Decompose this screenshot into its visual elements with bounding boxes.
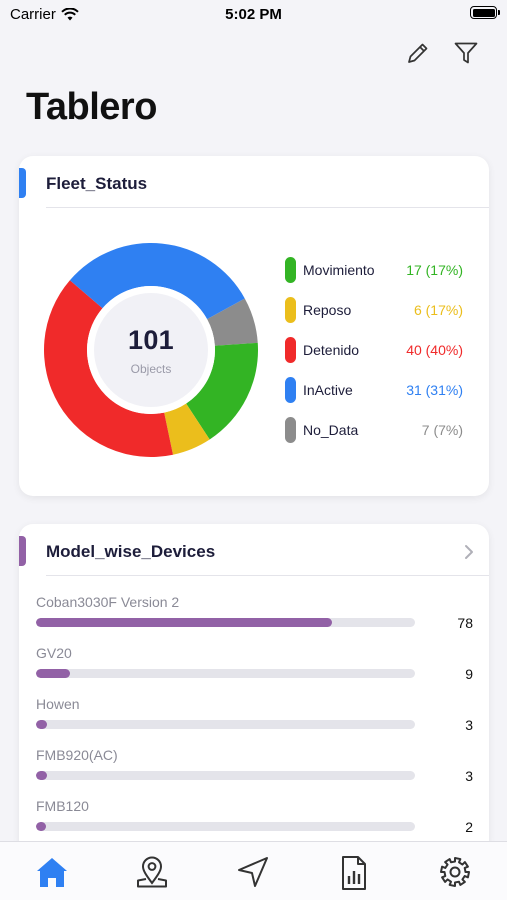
legend-color-swatch [285, 337, 296, 363]
device-name: Howen [36, 696, 80, 712]
device-name: Coban3030F Version 2 [36, 594, 180, 610]
device-progress-fill [36, 669, 71, 678]
legend-item-inactive[interactable]: InActive 31 (31%) [285, 376, 475, 416]
edit-button[interactable] [403, 38, 433, 68]
legend-color-swatch [285, 417, 296, 443]
legend-value: 17 (17%) [406, 262, 463, 278]
donut-segment-inactive[interactable] [69, 243, 245, 320]
donut-segment-no-data[interactable] [207, 298, 258, 346]
divider [46, 575, 489, 576]
status-bar: Carrier 5:02 PM [0, 0, 507, 30]
donut-center: 101 Objects [44, 243, 258, 457]
donut-segment-movimiento[interactable] [186, 342, 258, 440]
model-wise-devices-title: Model_wise_Devices [46, 542, 216, 561]
device-count: 3 [465, 768, 473, 784]
tab-home[interactable] [32, 855, 72, 895]
report-icon [342, 856, 366, 890]
legend-item-reposo[interactable]: Reposo 6 (17%) [285, 296, 475, 336]
tab-bar [0, 841, 507, 900]
device-row[interactable]: Howen 3 [36, 696, 482, 747]
filter-button[interactable] [451, 38, 481, 68]
battery-icon [470, 6, 500, 19]
device-name: FMB920(AC) [36, 747, 118, 763]
fleet-status-accent [19, 168, 26, 198]
navigation-arrow-icon [238, 857, 268, 887]
legend-item-movimiento[interactable]: Movimiento 17 (17%) [285, 256, 475, 296]
device-row[interactable]: FMB920(AC) 3 [36, 747, 482, 798]
fleet-status-header: Fleet_Status [19, 156, 489, 208]
device-progress-track [36, 822, 415, 831]
fleet-status-card[interactable]: Fleet_Status 101 Objects Movimiento 17 (1… [19, 156, 489, 496]
donut-center-disc [94, 293, 208, 407]
device-progress-track [36, 720, 415, 729]
legend-value: 6 (17%) [413, 302, 463, 318]
legend-color-swatch [285, 297, 296, 323]
page-title: Tablero [26, 86, 157, 128]
tab-settings[interactable] [435, 855, 475, 895]
legend-value: 7 (7%) [421, 422, 463, 438]
device-row[interactable]: Coban3030F Version 2 78 [36, 594, 482, 645]
legend-label: InActive [303, 382, 353, 398]
fleet-status-title: Fleet_Status [46, 174, 148, 193]
legend-label: Movimiento [303, 262, 375, 278]
legend-color-swatch [285, 257, 296, 283]
device-name: FMB120 [36, 798, 89, 814]
tab-navigation[interactable] [233, 855, 273, 895]
pencil-icon [408, 43, 428, 63]
legend-label: Reposo [303, 302, 352, 318]
carrier-info: Carrier [10, 6, 79, 23]
tab-reports[interactable] [334, 855, 374, 895]
tab-map[interactable] [132, 855, 172, 895]
device-progress-track [36, 771, 415, 780]
legend-label: Detenido [303, 342, 360, 358]
device-list: Coban3030F Version 2 78 GV20 9 Howen 3 FMB920(… [36, 594, 482, 849]
carrier-label: Carrier [10, 6, 56, 23]
total-objects: 101 [128, 324, 174, 355]
donut-segment-reposo[interactable] [164, 403, 210, 455]
device-count: 2 [465, 819, 473, 835]
model-wise-devices-card[interactable]: Model_wise_Devices Coban3030F Version 2 7… [19, 524, 489, 854]
home-icon [37, 858, 67, 887]
model-wise-devices-accent [19, 536, 26, 566]
total-caption: Objects [130, 361, 172, 376]
fleet-status-donut[interactable] [44, 243, 258, 457]
device-name: GV20 [36, 645, 72, 661]
legend-value: 40 (40%) [406, 342, 463, 358]
legend-value: 31 (31%) [406, 382, 463, 398]
clock: 5:02 PM [225, 6, 282, 23]
device-progress-fill [36, 720, 48, 729]
divider [46, 207, 489, 208]
gear-icon [440, 857, 470, 887]
device-row[interactable]: FMB120 2 [36, 798, 482, 849]
wifi-icon [61, 8, 79, 21]
map-pin-icon [137, 856, 167, 888]
donut-segment-detenido[interactable] [44, 280, 174, 457]
device-progress-fill [36, 618, 332, 627]
device-count: 9 [465, 666, 473, 682]
device-count: 78 [457, 615, 473, 631]
header-actions [403, 38, 481, 68]
chevron-right-icon[interactable] [463, 544, 475, 560]
legend-item-no-data[interactable]: No_Data 7 (7%) [285, 416, 475, 456]
device-progress-fill [36, 822, 46, 831]
legend-label: No_Data [303, 422, 359, 438]
device-progress-track [36, 669, 415, 678]
filter-icon [454, 42, 478, 64]
model-wise-devices-header: Model_wise_Devices [19, 524, 489, 576]
device-row[interactable]: GV20 9 [36, 645, 482, 696]
device-count: 3 [465, 717, 473, 733]
device-progress-track [36, 618, 415, 627]
device-progress-fill [36, 771, 48, 780]
legend-color-swatch [285, 377, 296, 403]
legend-item-detenido[interactable]: Detenido 40 (40%) [285, 336, 475, 376]
fleet-status-legend: Movimiento 17 (17%) Reposo 6 (17%) Detenido 4… [285, 256, 475, 456]
